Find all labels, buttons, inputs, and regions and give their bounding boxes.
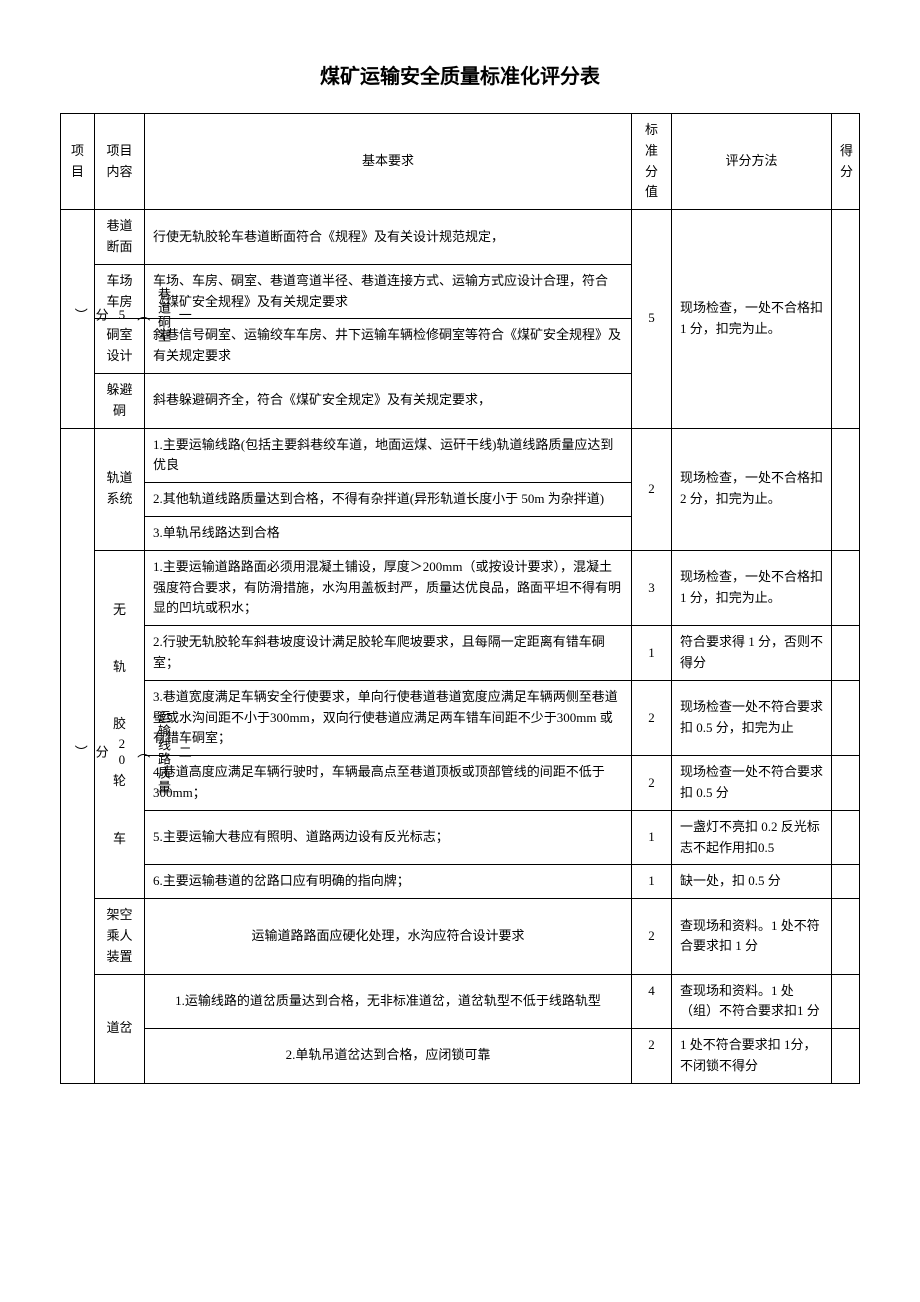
table-row: 道岔 1.运输线路的道岔质量达到合格，无非标准道岔，道岔轨型不低于线路轨型 4 …: [61, 974, 860, 1029]
cell-score: 2: [632, 899, 672, 974]
cell-method: 现场检查，一处不合格扣 2 分，扣完为止。: [672, 428, 832, 550]
cell-req: 斜巷躲避硐齐全，符合《煤矿安全规定》及有关规定要求，: [145, 373, 632, 428]
cell-req: 车场、车房、硐室、巷道弯道半径、巷道连接方式、运输方式应设计合理，符合《煤矿安全…: [145, 264, 632, 319]
page-title: 煤矿运输安全质量标准化评分表: [60, 60, 860, 89]
cell-get: [832, 974, 860, 1029]
cell-req: 5.主要运输大巷应有照明、道路两边设有反光标志；: [145, 810, 632, 865]
cell-score: 2: [632, 1029, 672, 1084]
cell-content: 巷道断面: [95, 210, 145, 265]
cell-get: [832, 865, 860, 899]
table-row: 6.主要运输巷道的岔路口应有明确的指向牌； 1 缺一处，扣 0.5 分: [61, 865, 860, 899]
cell-score: 1: [632, 810, 672, 865]
cell-get: [832, 210, 860, 428]
cell-score: 2: [632, 756, 672, 811]
cell-method: 一盏灯不亮扣 0.2 反光标志不起作用扣0.5: [672, 810, 832, 865]
cell-req: 1.运输线路的道岔质量达到合格，无非标准道岔，道岔轨型不低于线路轨型: [145, 974, 632, 1029]
scoring-table: 项目 项目内容 基本要求 标准分值 评分方法 得分 一巷道硐室︵5分︶ 巷道断面…: [60, 113, 860, 1084]
cell-content: 架空乘人装置: [95, 899, 145, 974]
header-requirement: 基本要求: [145, 114, 632, 210]
cell-score: 4: [632, 974, 672, 1029]
table-row: 3.巷道宽度满足车辆安全行使要求，单向行使巷道巷道宽度应满足车辆两侧至巷道壁或水…: [61, 680, 860, 755]
cell-score: 1: [632, 626, 672, 681]
cell-method: 缺一处，扣 0.5 分: [672, 865, 832, 899]
cell-get: [832, 1029, 860, 1084]
header-standard-score: 标准分值: [632, 114, 672, 210]
cell-method: 现场检查一处不符合要求扣 0.5 分，扣完为止: [672, 680, 832, 755]
cell-score: 2: [632, 428, 672, 550]
table-row: 4.巷道高度应满足车辆行驶时，车辆最高点至巷道顶板或顶部管线的间距不低于 300…: [61, 756, 860, 811]
cell-method: 现场检查一处不符合要求扣 0.5 分: [672, 756, 832, 811]
cell-method: 1 处不符合要求扣 1分，不闭锁不得分: [672, 1029, 832, 1084]
cell-get: [832, 428, 860, 550]
cell-score: 5: [632, 210, 672, 428]
table-row: 无 轨 胶 轮 车 1.主要运输道路路面必须用混凝土铺设，厚度＞200mm（或按…: [61, 550, 860, 625]
cell-get: [832, 810, 860, 865]
header-score: 得分: [832, 114, 860, 210]
cell-req: 运输道路路面应硬化处理，水沟应符合设计要求: [145, 899, 632, 974]
header-project: 项目: [61, 114, 95, 210]
cell-req: 1.主要运输道路路面必须用混凝土铺设，厚度＞200mm（或按设计要求），混凝土强…: [145, 550, 632, 625]
cell-score: 3: [632, 550, 672, 625]
table-header-row: 项目 项目内容 基本要求 标准分值 评分方法 得分: [61, 114, 860, 210]
cell-req: 斜巷信号硐室、运输绞车车房、井下运输车辆检修硐室等符合《煤矿安全规程》及有关规定…: [145, 319, 632, 374]
cell-get: [832, 899, 860, 974]
table-row: 2.单轨吊道岔达到合格，应闭锁可靠 2 1 处不符合要求扣 1分，不闭锁不得分: [61, 1029, 860, 1084]
cell-get: [832, 756, 860, 811]
cell-content: 道岔: [95, 974, 145, 1083]
cell-content: 躲避硐: [95, 373, 145, 428]
table-row: 2.行驶无轨胶轮车斜巷坡度设计满足胶轮车爬坡要求，且每隔一定距离有错车硐室； 1…: [61, 626, 860, 681]
header-method: 评分方法: [672, 114, 832, 210]
table-row: 一巷道硐室︵5分︶ 巷道断面 行使无轨胶轮车巷道断面符合《规程》及有关设计规范规…: [61, 210, 860, 265]
cell-req: 行使无轨胶轮车巷道断面符合《规程》及有关设计规范规定，: [145, 210, 632, 265]
cell-method: 查现场和资料。1 处不符合要求扣 1 分: [672, 899, 832, 974]
cell-req: 2.其他轨道线路质量达到合格，不得有杂拌道(异形轨道长度小于 50m 为杂拌道): [145, 483, 632, 517]
table-row: 5.主要运输大巷应有照明、道路两边设有反光标志； 1 一盏灯不亮扣 0.2 反光…: [61, 810, 860, 865]
table-row: 架空乘人装置 运输道路路面应硬化处理，水沟应符合设计要求 2 查现场和资料。1 …: [61, 899, 860, 974]
cell-score: 1: [632, 865, 672, 899]
cell-req: 6.主要运输巷道的岔路口应有明确的指向牌；: [145, 865, 632, 899]
cell-method: 符合要求得 1 分，否则不得分: [672, 626, 832, 681]
cell-get: [832, 680, 860, 755]
table-row: 二运输线路质量︵20分︶ 轨道系统 1.主要运输线路(包括主要斜巷绞车道，地面运…: [61, 428, 860, 483]
cell-req: 2.行驶无轨胶轮车斜巷坡度设计满足胶轮车爬坡要求，且每隔一定距离有错车硐室；: [145, 626, 632, 681]
cell-score: 2: [632, 680, 672, 755]
cell-method: 查现场和资料。1 处（组）不符合要求扣1 分: [672, 974, 832, 1029]
cell-method: 现场检查，一处不合格扣 1 分，扣完为止。: [672, 550, 832, 625]
cell-method: 现场检查，一处不合格扣 1 分，扣完为止。: [672, 210, 832, 428]
section2-label: 二运输线路质量︵20分︶: [61, 428, 95, 1083]
cell-req: 2.单轨吊道岔达到合格，应闭锁可靠: [145, 1029, 632, 1084]
cell-req: 4.巷道高度应满足车辆行驶时，车辆最高点至巷道顶板或顶部管线的间距不低于 300…: [145, 756, 632, 811]
cell-get: [832, 626, 860, 681]
cell-content: 轨道系统: [95, 428, 145, 550]
header-content: 项目内容: [95, 114, 145, 210]
cell-req: 3.巷道宽度满足车辆安全行使要求，单向行使巷道巷道宽度应满足车辆两侧至巷道壁或水…: [145, 680, 632, 755]
section1-label: 一巷道硐室︵5分︶: [61, 210, 95, 428]
cell-req: 3.单轨吊线路达到合格: [145, 516, 632, 550]
cell-get: [832, 550, 860, 625]
cell-req: 1.主要运输线路(包括主要斜巷绞车道，地面运煤、运矸干线)轨道线路质量应达到优良: [145, 428, 632, 483]
